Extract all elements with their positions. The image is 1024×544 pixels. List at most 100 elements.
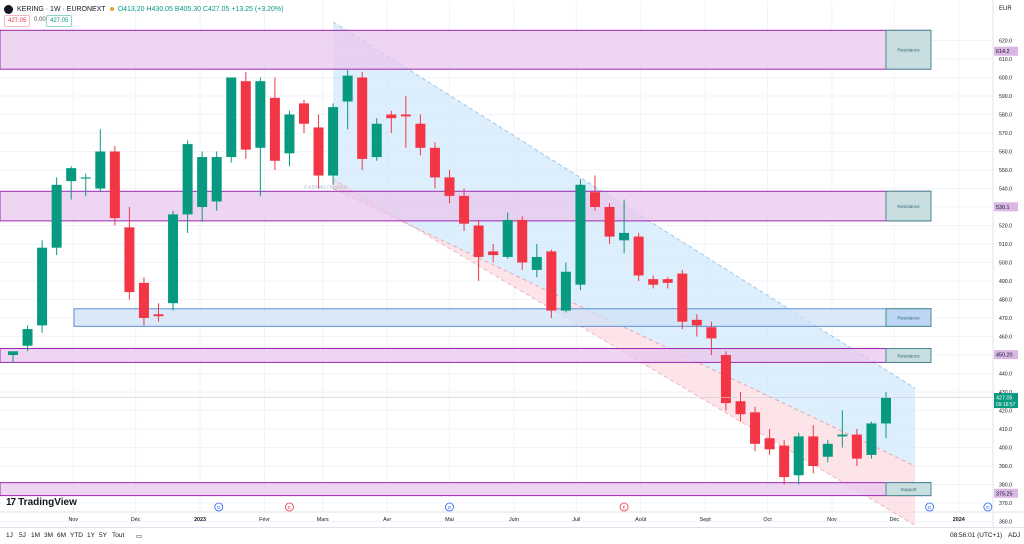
time-tick-label: Déc — [131, 517, 141, 523]
candle-body — [95, 151, 106, 189]
zone-r1 — [0, 29, 932, 70]
time-tick-label: 2024 — [953, 517, 965, 523]
price-tag-r2: 530.1 — [996, 205, 1010, 211]
zone-label-box-r1 — [885, 29, 932, 70]
candle-body — [255, 81, 266, 148]
candle-body — [124, 227, 135, 293]
candle-body — [371, 123, 382, 158]
currency-label: EUR — [999, 6, 1012, 12]
symbol-logo-icon — [4, 4, 13, 14]
candle-body — [662, 279, 673, 283]
candle-body — [764, 438, 775, 450]
candle-body — [619, 232, 630, 241]
event-marker-earnings-icon[interactable] — [619, 502, 629, 512]
candle — [590, 175, 600, 211]
zone-label-r2: Resistance — [897, 204, 920, 209]
event-marker-dividend-icon[interactable] — [214, 502, 224, 512]
timeframe-1y[interactable]: 1Y — [87, 532, 95, 539]
candle — [342, 70, 353, 130]
buy-price-button[interactable]: 427.05 — [46, 15, 73, 27]
candle — [473, 219, 484, 281]
time-tick-label: Sept — [700, 517, 712, 523]
candle-body — [604, 207, 615, 237]
timeframe-1m[interactable]: 1M — [31, 532, 41, 539]
time-tick-label: Mai — [445, 517, 454, 523]
sell-price-button[interactable]: 427.05 — [4, 15, 31, 27]
candle — [619, 199, 630, 254]
candle — [837, 410, 848, 448]
ohlc-values: O413.20 H430.05 B405.30 C427.05 +13.25 (… — [117, 5, 284, 13]
event-marker-letter: E — [623, 505, 626, 510]
candle — [138, 277, 149, 326]
tradingview-logo[interactable]: 17 TradingView — [6, 497, 77, 508]
candle-body — [488, 251, 499, 256]
timeframe-6m[interactable]: 6M — [57, 532, 67, 539]
candle — [269, 77, 280, 170]
event-marker-earnings-icon[interactable] — [285, 502, 294, 512]
adjust-toggle[interactable]: ADJ — [1008, 532, 1021, 539]
event-marker-letter: D — [986, 505, 990, 510]
candle-body — [284, 114, 295, 154]
time-tick-label: Févr — [259, 517, 270, 523]
time-axis[interactable]: Nov Déc 2023 Févr Mars Avr Mai Juin Juil Août Sept… — [68, 517, 964, 523]
candle — [488, 244, 499, 263]
candle-body — [851, 434, 862, 459]
candle-body — [793, 436, 804, 476]
candle-body — [400, 114, 411, 117]
price-tick-label: 560.0 — [999, 150, 1012, 156]
price-tick-label: 430.0 — [999, 390, 1012, 396]
candle — [95, 129, 106, 193]
candle — [459, 188, 470, 232]
candle-body — [138, 282, 149, 318]
timeframe-ytd[interactable]: YTD — [70, 532, 83, 539]
candle-body — [182, 144, 193, 215]
candle-body — [706, 327, 717, 339]
price-tick-label: 620.0 — [999, 39, 1012, 45]
candle — [881, 392, 891, 439]
countdown-tag: 09:18:57 — [996, 402, 1016, 408]
candle — [299, 99, 309, 133]
current-price-tag-bg — [994, 393, 1018, 409]
event-marker-dividend-icon[interactable] — [925, 502, 935, 512]
symbol-header[interactable]: KERING · 1W · EURONEXT O413.20 H430.05 B… — [4, 3, 283, 15]
timeframe-3m[interactable]: 3M — [44, 532, 54, 539]
candle — [793, 432, 804, 485]
date-range-icon[interactable]: ▭ — [136, 533, 143, 540]
price-axis[interactable]: EUR 360.0 370.0 380.0 390.0 400.0 410.0 420.0 43… — [994, 6, 1018, 526]
candle-body — [240, 81, 251, 150]
timeframe-1d[interactable]: 1J — [6, 532, 13, 539]
timeframe-5y[interactable]: 5Y — [99, 532, 107, 539]
candle — [153, 303, 164, 322]
candle — [400, 96, 411, 148]
time-tick-label: Août — [635, 517, 647, 523]
candle-body — [22, 329, 33, 346]
price-tick-label: 460.0 — [999, 335, 1012, 341]
timeframe-all[interactable]: Tout — [112, 532, 125, 539]
candle-body — [444, 177, 455, 196]
timeframe-5d[interactable]: 5J — [19, 532, 26, 539]
candle-body — [386, 114, 397, 119]
time-tick-label: Nov — [68, 517, 78, 523]
candle-body — [269, 97, 280, 161]
zone-label-r1: Resistance — [897, 48, 920, 53]
candle — [604, 203, 615, 244]
zone-label-s1: Support — [901, 487, 918, 492]
candle — [764, 429, 775, 455]
event-marker-dividend-icon[interactable] — [983, 502, 993, 512]
tradingview-mark-icon: 17 — [6, 497, 16, 508]
candle — [575, 179, 586, 291]
price-tick-label: 550.0 — [999, 168, 1012, 174]
event-marker-dividend-icon[interactable] — [445, 502, 454, 512]
event-marker-letter: D — [928, 505, 932, 510]
candle — [750, 406, 761, 452]
clock-time[interactable]: 08:56:01 (UTC+1) — [950, 532, 1003, 539]
zone-s1 — [0, 482, 932, 497]
candle — [386, 110, 397, 133]
channel-mid-line — [332, 188, 916, 467]
candle-body — [866, 423, 877, 455]
time-tick-label: Oct — [763, 517, 772, 523]
candle-body — [881, 397, 891, 424]
price-zones: Resistance Resistance Resistance Resistance… — [0, 29, 932, 497]
